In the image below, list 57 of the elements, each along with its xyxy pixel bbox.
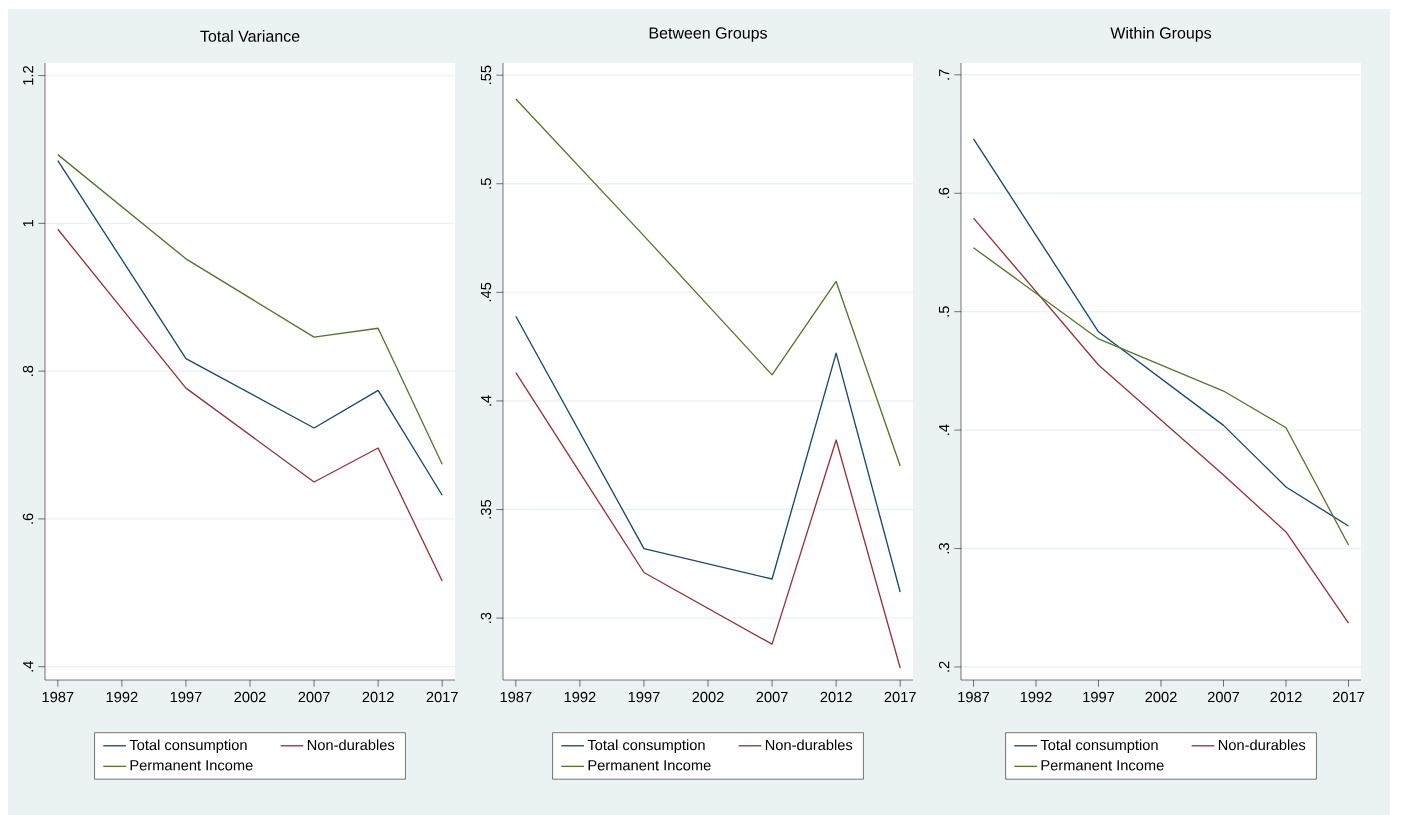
y-tick-label: .4 <box>939 424 950 435</box>
x-tick-label: 1997 <box>628 691 660 703</box>
y-tick-label: .7 <box>939 69 950 80</box>
y-tick-label: .45 <box>480 282 492 302</box>
y-tick-label: .3 <box>480 612 492 623</box>
x-tick-label: 1987 <box>958 691 990 703</box>
line-series <box>972 217 1350 624</box>
legend-label: Total consumption <box>587 739 705 754</box>
legend-label: Total consumption <box>1040 739 1158 754</box>
x-tick-label: 2007 <box>1207 691 1240 703</box>
line-series <box>57 228 443 582</box>
y-tick-label: 1.2 <box>22 66 34 85</box>
y-tick-label: .55 <box>480 65 492 85</box>
line-series <box>972 138 1350 527</box>
y-tick-label: .4 <box>23 661 34 672</box>
x-tick-label: 1992 <box>564 691 596 703</box>
y-tick-label: .5 <box>480 178 492 189</box>
line-series <box>515 98 901 467</box>
legend-label: Permanent Income <box>1041 760 1164 771</box>
line-series <box>515 372 901 669</box>
legend-label: Non-durables <box>765 739 853 751</box>
chart-title: Total Variance <box>200 30 300 42</box>
y-tick-label: 1 <box>23 219 34 227</box>
x-tick-label: 2012 <box>820 691 852 703</box>
x-tick-label: 2017 <box>426 691 458 703</box>
legend-label: Non-durables <box>307 739 395 751</box>
x-tick-label: 2017 <box>884 691 916 703</box>
y-tick-label: .2 <box>938 661 950 672</box>
x-tick-label: 1992 <box>106 691 138 703</box>
x-tick-label: 2007 <box>298 691 330 703</box>
x-tick-label: 2012 <box>1270 691 1302 703</box>
x-tick-label: 1987 <box>500 691 532 703</box>
x-tick-label: 1992 <box>1020 691 1052 703</box>
chart-title: Between Groups <box>649 27 767 42</box>
chart-title: Within Groups <box>1110 26 1212 42</box>
legend-label: Non-durables <box>1218 739 1306 751</box>
x-tick-label: 2002 <box>692 691 724 703</box>
x-tick-label: 2012 <box>362 691 394 703</box>
legend-label: Permanent Income <box>130 760 253 771</box>
x-tick-label: 2017 <box>1332 691 1365 703</box>
y-tick-label: .8 <box>22 365 34 376</box>
x-tick-label: 1997 <box>1083 691 1115 703</box>
x-tick-label: 2007 <box>756 691 788 703</box>
x-tick-label: 2002 <box>234 691 266 703</box>
y-tick-label: .3 <box>938 543 950 554</box>
legend-label: Total consumption <box>129 739 247 754</box>
line-series <box>515 315 901 593</box>
x-tick-label: 2002 <box>1145 691 1177 703</box>
line-series <box>972 247 1350 546</box>
y-tick-label: .6 <box>22 513 34 524</box>
x-tick-label: 1997 <box>170 691 202 703</box>
y-tick-label: .35 <box>480 499 492 519</box>
y-tick-label: .6 <box>938 187 950 199</box>
y-tick-label: .4 <box>481 395 492 406</box>
x-tick-label: 1987 <box>42 691 74 703</box>
y-tick-label: .5 <box>938 306 950 317</box>
legend-label: Permanent Income <box>588 760 711 771</box>
